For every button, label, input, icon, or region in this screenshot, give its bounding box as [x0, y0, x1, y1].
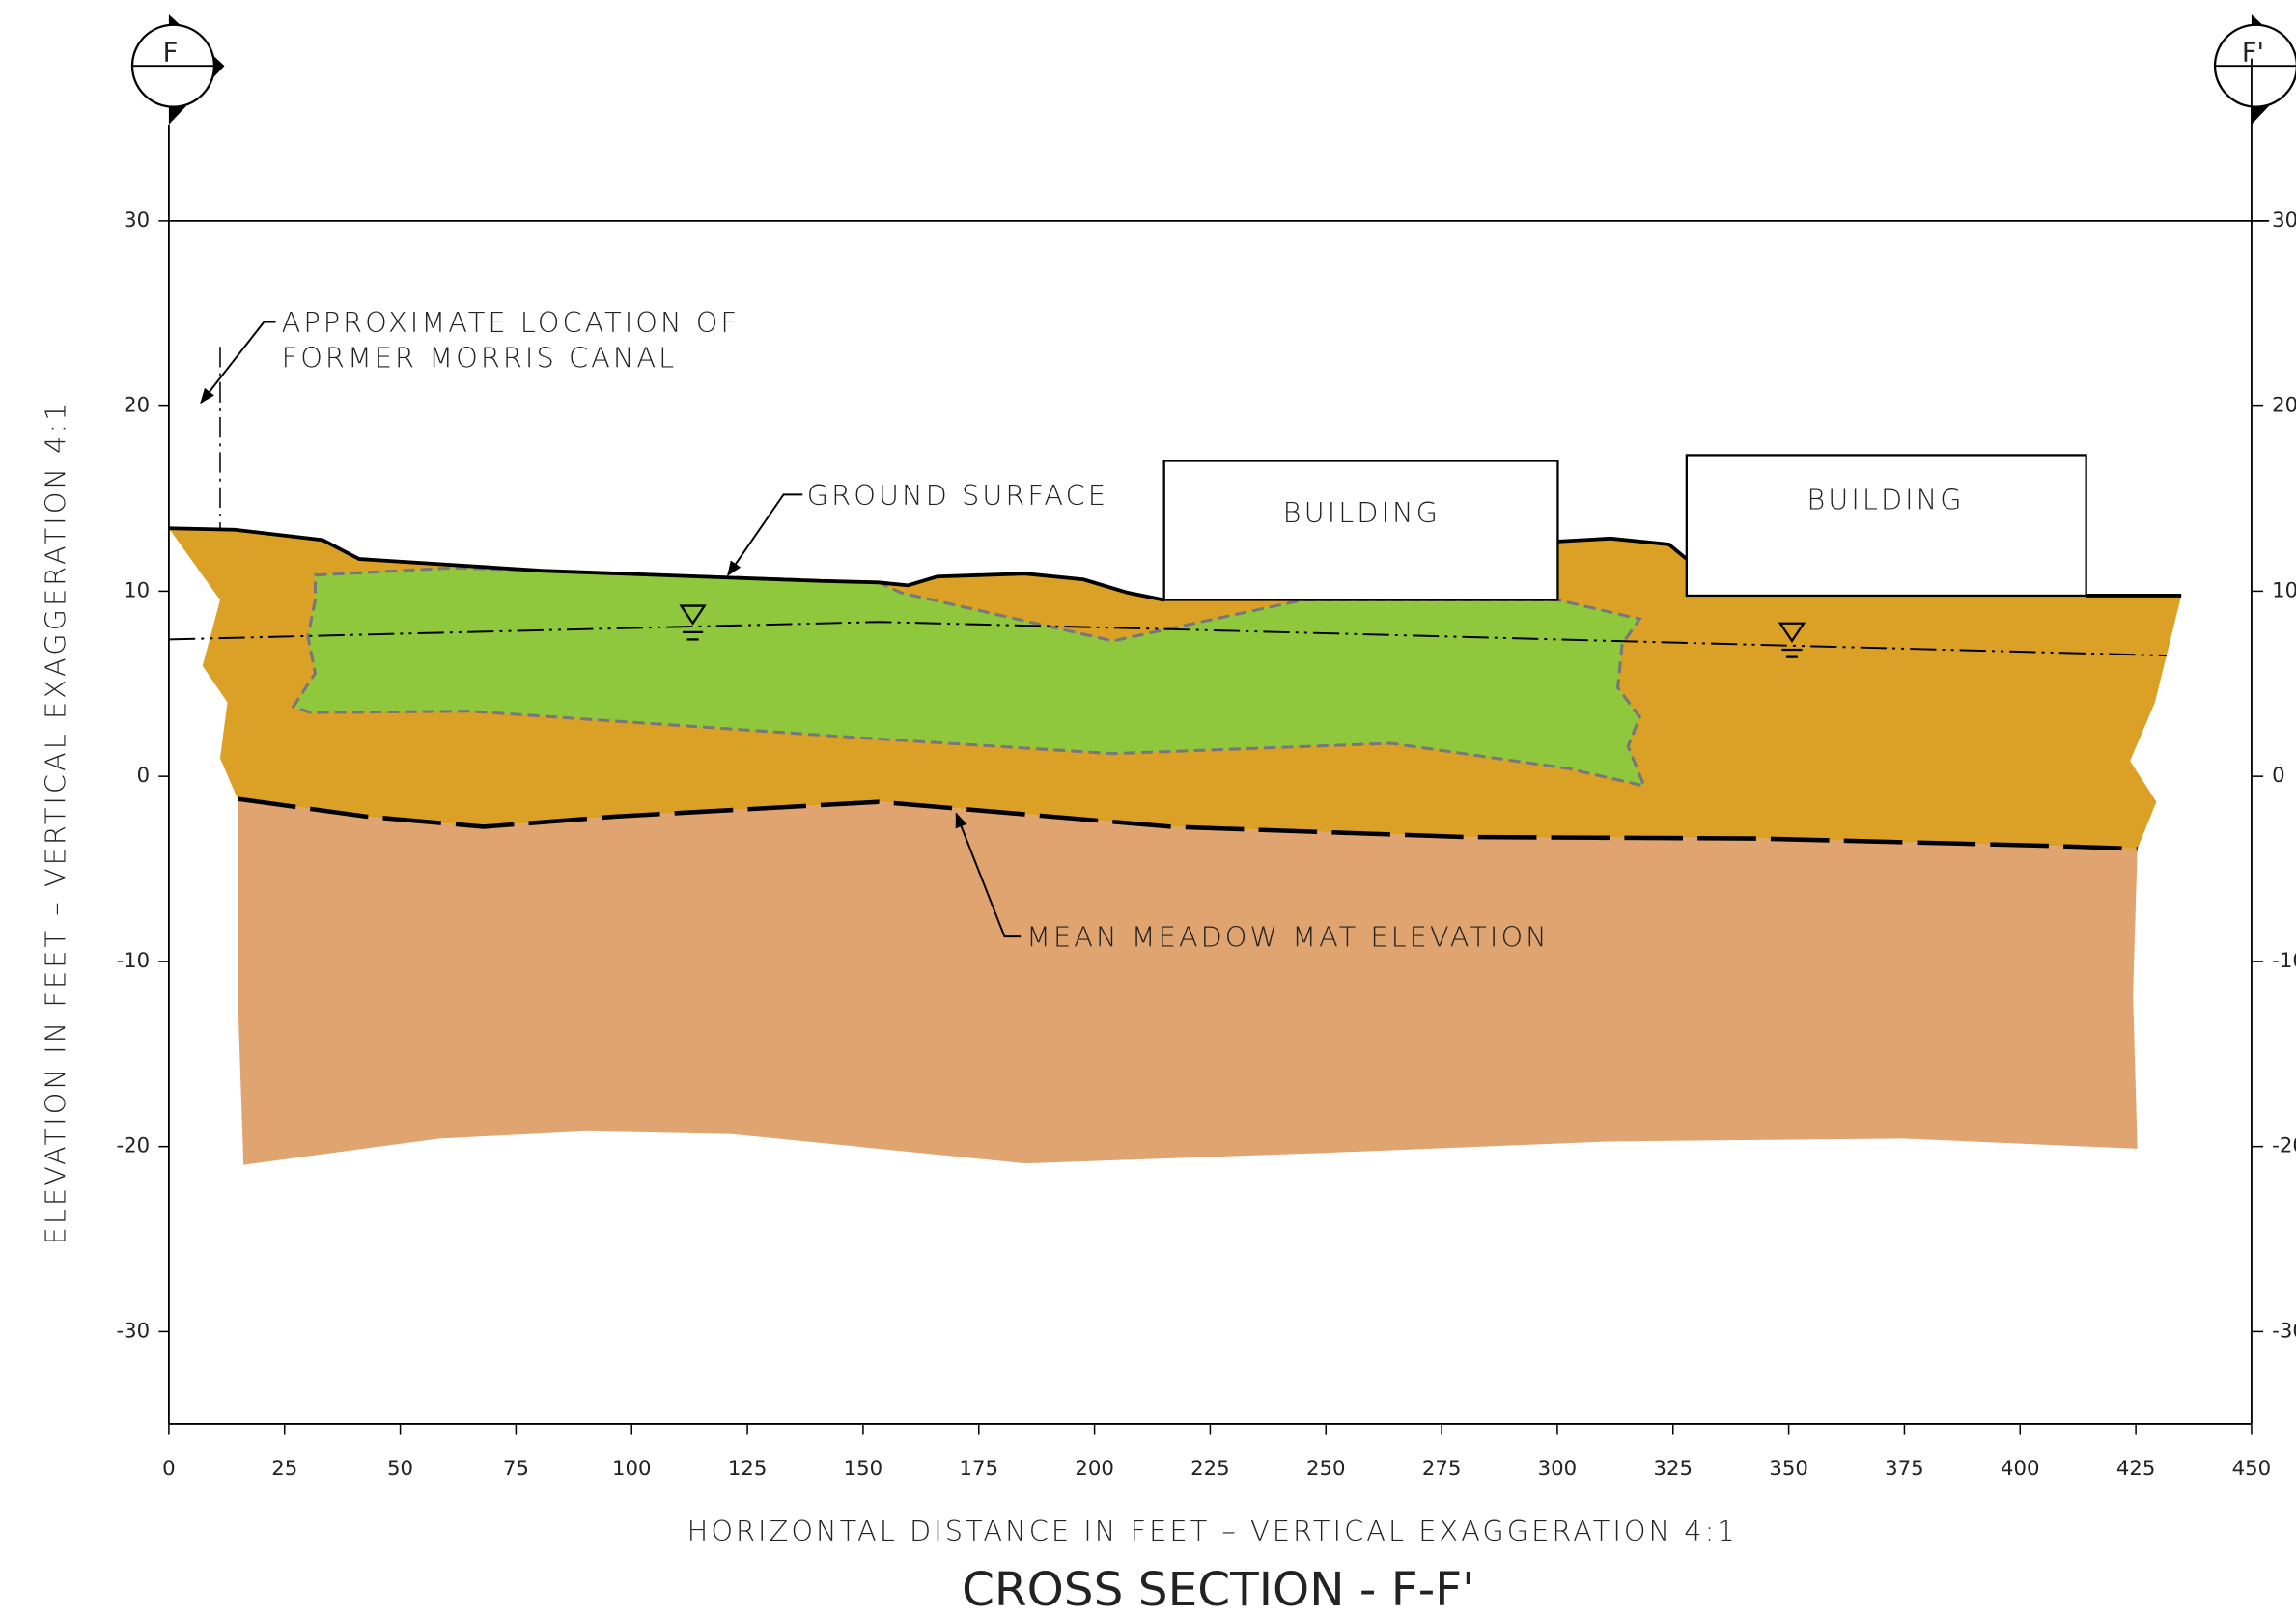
leader [200, 321, 276, 404]
x-tick-label: 425 [2116, 1457, 2156, 1481]
ground-surface-line [168, 526, 1165, 602]
x-tick-label: 0 [162, 1457, 176, 1481]
x-tick-label: 200 [1075, 1457, 1114, 1481]
y-tick-label: 0 [2272, 764, 2285, 788]
x-tick-label: 450 [2232, 1457, 2272, 1481]
title: CROSS SECTION - F-F' [962, 1563, 1474, 1617]
x-tick-label: 400 [2001, 1457, 2040, 1481]
marker-label: F' [2242, 39, 2264, 69]
annotation: MEAN MEADOW MAT ELEVATION [1026, 921, 1550, 954]
y-tick-label: -30 [117, 1319, 151, 1343]
y-tick-label: 20 [2272, 394, 2296, 418]
building [1685, 454, 2087, 598]
annotation: APPROXIMATE LOCATION OF [282, 306, 740, 339]
y-tick-label: -10 [117, 949, 151, 973]
ground-surface-line [1557, 536, 1689, 561]
marker-label: F [163, 39, 179, 69]
y-tick-label: -20 [117, 1134, 151, 1158]
x-tick-label: 325 [1654, 1457, 1694, 1481]
y-tick-label: 0 [137, 764, 151, 788]
section-marker: F' [2213, 14, 2296, 125]
x-tick-label: 375 [1885, 1457, 1924, 1481]
y-tick-label: 10 [124, 578, 150, 602]
x-tick-label: 175 [959, 1457, 998, 1481]
annotation: GROUND SURFACE [807, 479, 1108, 512]
annotation: FORMER MORRIS CANAL [282, 341, 678, 374]
leader [727, 493, 803, 577]
x-tick-label: 250 [1306, 1457, 1346, 1481]
green-zone [291, 566, 1647, 789]
ticks: 0 25 50 75 100 125 150 175 200 225 250 275 300 325 350… [117, 209, 2296, 1481]
x-tick-label: 50 [387, 1457, 413, 1481]
y-tick-label: -20 [2272, 1134, 2296, 1158]
x-tick-label: 25 [271, 1457, 297, 1481]
x-tick-label: 225 [1190, 1457, 1230, 1481]
water-table [168, 621, 2168, 657]
x-tick-label: 125 [728, 1457, 768, 1481]
y-tick-label: 10 [2272, 578, 2296, 602]
building-label: BUILDING [1283, 496, 1441, 529]
x-tick-label: 75 [503, 1457, 529, 1481]
x-axis-label: HORIZONTAL DISTANCE IN FEET – VERTICAL E… [687, 1515, 1738, 1547]
x-tick-label: 350 [1769, 1457, 1808, 1481]
x-tick-label: 300 [1538, 1457, 1578, 1481]
section-marker: F [130, 14, 225, 125]
y-tick-label: -10 [2272, 949, 2296, 973]
y-tick-label: 30 [2272, 209, 2296, 233]
x-tick-label: 275 [1422, 1457, 1462, 1481]
x-tick-label: 100 [612, 1457, 652, 1481]
meadow-mat-line [237, 796, 2138, 851]
leader [955, 812, 1022, 938]
y-axis-label: ELEVATION IN FEET – VERTICAL EXAGGERATIO… [39, 400, 71, 1244]
y-tick-label: 30 [124, 209, 150, 233]
y-tick-label: -30 [2272, 1319, 2296, 1343]
y-tick-label: 20 [124, 394, 150, 418]
x-tick-label: 150 [844, 1457, 883, 1481]
water-symbol [679, 604, 1806, 658]
building [1162, 460, 1559, 601]
meadow-mat-layer [238, 798, 2138, 1165]
building-label: BUILDING [1806, 484, 1964, 516]
